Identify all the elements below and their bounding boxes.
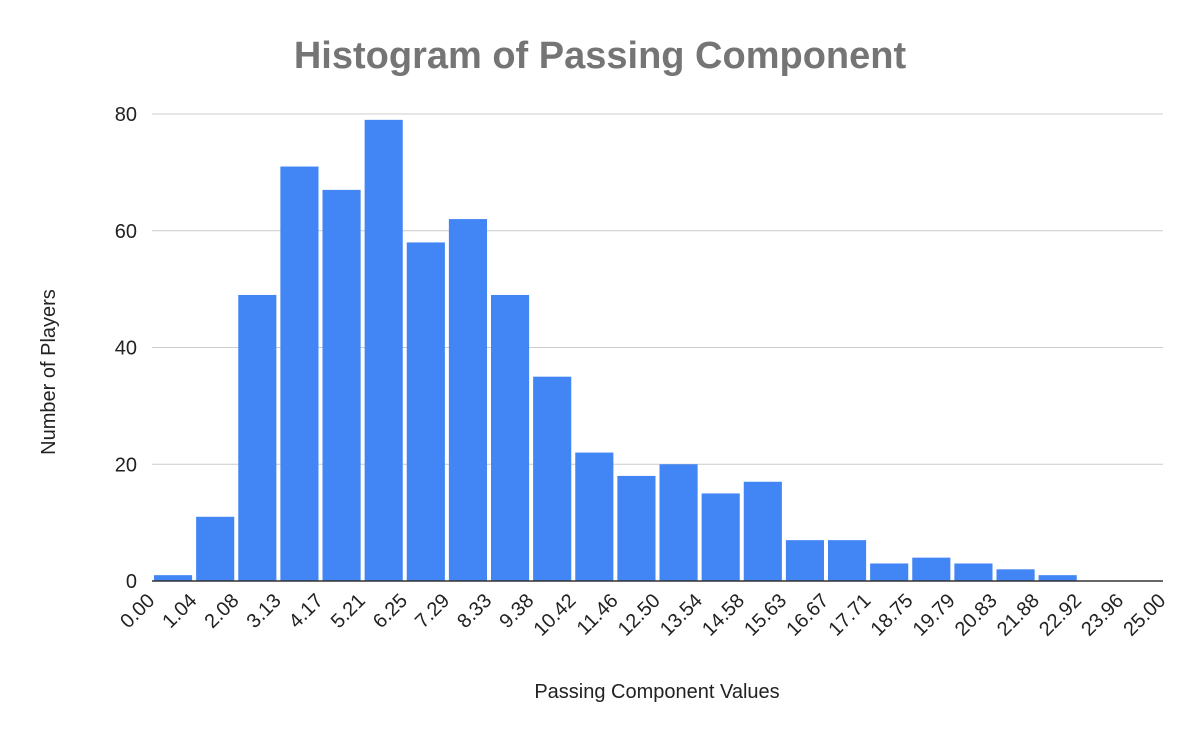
x-tick-label: 3.13 xyxy=(243,590,286,633)
x-tick-label: 20.83 xyxy=(951,590,1002,641)
histogram-bar xyxy=(406,242,445,582)
x-tick-label: 0.00 xyxy=(116,590,159,633)
histogram-bar xyxy=(617,475,656,581)
histogram-bar xyxy=(1038,575,1077,581)
histogram-bar xyxy=(533,376,572,581)
x-tick-label: 11.46 xyxy=(573,590,623,640)
x-tick-label: 1.04 xyxy=(158,590,201,633)
chart-title: Histogram of Passing Component xyxy=(294,35,907,77)
x-tick-label: 16.67 xyxy=(782,590,833,641)
histogram-bar xyxy=(912,557,951,581)
x-tick-label: 12.50 xyxy=(614,590,665,641)
histogram-bar xyxy=(954,563,993,581)
x-tick-label: 5.21 xyxy=(327,590,370,633)
x-tick-label: 14.58 xyxy=(698,590,749,641)
histogram-bar xyxy=(154,575,193,581)
x-tick-label: 10.42 xyxy=(530,590,581,641)
x-tick-label: 25.00 xyxy=(1119,590,1170,641)
y-tick-label: 0 xyxy=(126,571,137,593)
histogram-bar xyxy=(828,540,867,581)
histogram-bar xyxy=(701,493,740,581)
x-tick-label: 22.92 xyxy=(1035,590,1086,641)
x-tick-label: 4.17 xyxy=(285,590,328,633)
x-tick-label: 18.75 xyxy=(867,590,918,641)
histogram-bar xyxy=(364,119,403,582)
x-tick-label: 13.54 xyxy=(656,590,707,641)
histogram-bar xyxy=(280,166,319,581)
histogram-bar xyxy=(870,563,909,581)
x-tick-label: 2.08 xyxy=(200,590,243,633)
x-tick-label: 19.79 xyxy=(909,590,960,641)
histogram-bar xyxy=(448,219,487,581)
histogram-bar xyxy=(743,481,782,581)
x-tick-label: 21.88 xyxy=(993,590,1044,641)
y-axis-title: Number of Players xyxy=(38,289,60,455)
y-tick-label: 60 xyxy=(115,221,137,243)
x-tick-label: 7.29 xyxy=(411,590,454,633)
x-tick-label: 6.25 xyxy=(369,590,412,633)
x-tick-label: 17.71 xyxy=(824,590,875,641)
x-axis-title: Passing Component Values xyxy=(534,681,779,703)
histogram-bar xyxy=(196,516,235,581)
histogram-bar xyxy=(659,464,698,581)
y-tick-label: 40 xyxy=(115,338,137,360)
histogram-bar xyxy=(491,294,530,581)
bars xyxy=(154,119,1077,582)
x-tick-label: 15.63 xyxy=(740,590,791,641)
x-tick-label: 23.96 xyxy=(1077,590,1128,641)
y-axis-ticks: 0 20 40 60 80 xyxy=(115,104,137,593)
histogram-bar xyxy=(785,540,824,581)
histogram-bar xyxy=(996,569,1035,581)
y-tick-label: 80 xyxy=(115,104,137,126)
gridlines xyxy=(152,113,1163,465)
histogram-bar xyxy=(238,294,277,581)
y-tick-label: 20 xyxy=(115,454,137,476)
histogram-bar xyxy=(575,452,614,581)
x-axis-ticks: 0.00 1.04 2.08 3.13 4.17 5.21 6.25 7.29 8.33 9.38… xyxy=(116,590,1170,641)
x-tick-label: 8.33 xyxy=(453,590,496,633)
histogram-bar xyxy=(322,189,361,581)
